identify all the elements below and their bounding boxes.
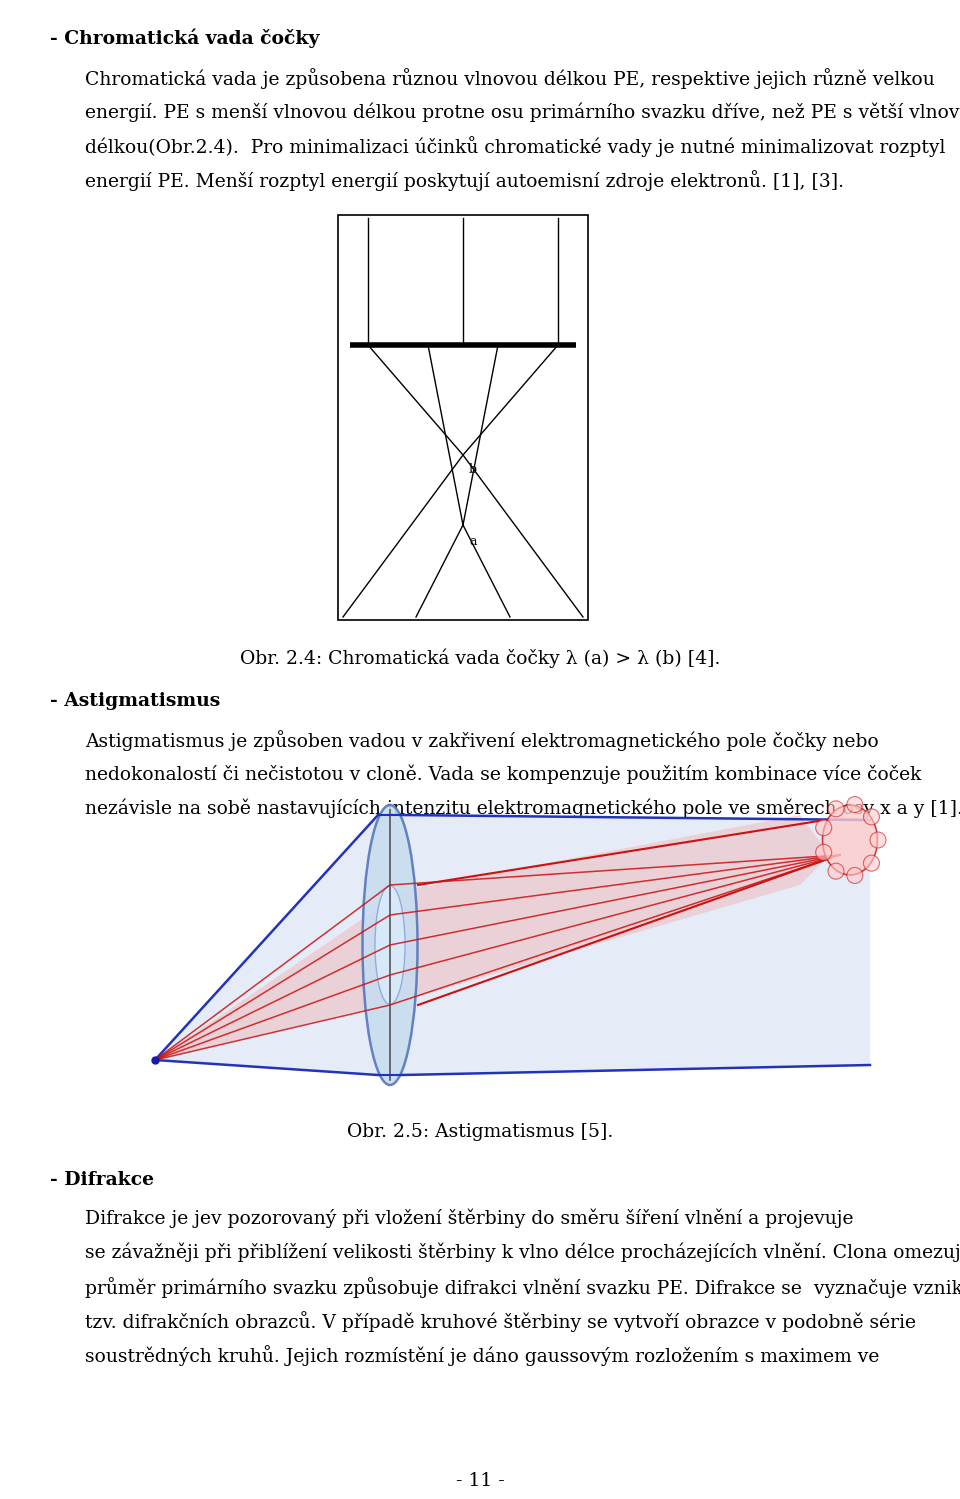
Text: Obr. 2.5: Astigmatismus [5].: Obr. 2.5: Astigmatismus [5]. — [347, 1123, 613, 1141]
Text: - Chromatická vada čočky: - Chromatická vada čočky — [50, 28, 320, 48]
Text: Astigmatismus je způsoben vadou v zakřivení elektromagnetického pole čočky nebo: Astigmatismus je způsoben vadou v zakřiv… — [85, 730, 878, 751]
Text: energií PE. Menší rozptyl energií poskytují autoemisní zdroje elektronů. [1], [3: energií PE. Menší rozptyl energií poskyt… — [85, 169, 844, 190]
Ellipse shape — [363, 805, 418, 1085]
Circle shape — [863, 854, 879, 871]
Text: - Difrakce: - Difrakce — [50, 1171, 154, 1189]
Circle shape — [816, 820, 831, 835]
Text: - 11 -: - 11 - — [456, 1472, 504, 1490]
Text: Difrakce je jev pozorovaný při vložení štěrbiny do směru šíření vlnění a projevu: Difrakce je jev pozorovaný při vložení š… — [85, 1210, 853, 1229]
Text: soustrědných kruhů. Jejich rozmístění je dáno gaussovým rozložením s maximem ve: soustrědných kruhů. Jejich rozmístění je… — [85, 1345, 879, 1366]
Text: nedokonalostí či nečistotou v cloně. Vada se kompenzuje použitím kombinace více : nedokonalostí či nečistotou v cloně. Vad… — [85, 764, 922, 784]
Text: se závažněji při přiblížení velikosti štěrbiny k vlno délce procházejících vlněn: se závažněji při přiblížení velikosti št… — [85, 1243, 960, 1262]
Ellipse shape — [375, 886, 405, 1004]
Circle shape — [847, 868, 863, 883]
Circle shape — [816, 844, 831, 860]
Polygon shape — [155, 815, 870, 1075]
Circle shape — [870, 832, 886, 848]
Text: délkou(Obr.2.4).  Pro minimalizaci účinků chromatické vady je nutné minimalizova: délkou(Obr.2.4). Pro minimalizaci účinků… — [85, 136, 946, 157]
Circle shape — [828, 800, 844, 817]
Text: Obr. 2.4: Chromatická vada čočky λ (a) > λ (b) [4].: Obr. 2.4: Chromatická vada čočky λ (a) >… — [240, 648, 720, 667]
Text: Chromatická vada je způsobena různou vlnovou délkou PE, respektive jejich různě : Chromatická vada je způsobena různou vln… — [85, 67, 935, 88]
Text: nezávisle na sobě nastavujících intenzitu elektromagnetického pole ve směrech os: nezávisle na sobě nastavujících intenzit… — [85, 797, 960, 817]
Bar — [338, 214, 588, 621]
Text: a: a — [469, 535, 476, 549]
Ellipse shape — [823, 805, 877, 875]
Circle shape — [863, 809, 879, 824]
Circle shape — [828, 863, 844, 880]
Text: tzv. difrakčních obrazců. V případě kruhové štěrbiny se vytvoří obrazce v podobn: tzv. difrakčních obrazců. V případě kruh… — [85, 1312, 916, 1333]
Polygon shape — [155, 815, 830, 1060]
Text: energií. PE s menší vlnovou délkou protne osu primárního svazku dříve, než PE s : energií. PE s menší vlnovou délkou protn… — [85, 102, 960, 121]
Text: průměr primárního svazku způsobuje difrakci vlnění svazku PE. Difrakce se  vyzna: průměr primárního svazku způsobuje difra… — [85, 1277, 960, 1298]
Text: b: b — [469, 463, 477, 477]
Circle shape — [847, 796, 863, 812]
Text: - Astigmatismus: - Astigmatismus — [50, 693, 220, 711]
